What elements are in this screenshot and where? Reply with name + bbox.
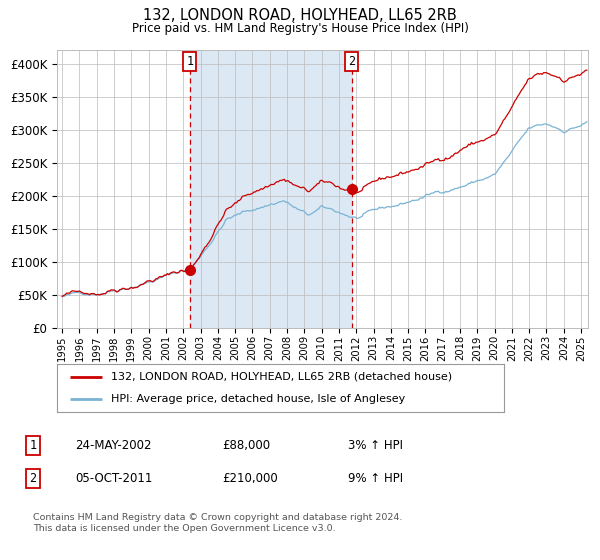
Text: 9% ↑ HPI: 9% ↑ HPI [348,472,403,486]
Text: Price paid vs. HM Land Registry's House Price Index (HPI): Price paid vs. HM Land Registry's House … [131,22,469,35]
Text: 2: 2 [349,54,356,68]
Text: 05-OCT-2011: 05-OCT-2011 [75,472,152,486]
Text: HPI: Average price, detached house, Isle of Anglesey: HPI: Average price, detached house, Isle… [110,394,405,404]
Text: Contains HM Land Registry data © Crown copyright and database right 2024.: Contains HM Land Registry data © Crown c… [33,513,403,522]
Text: 132, LONDON ROAD, HOLYHEAD, LL65 2RB (detached house): 132, LONDON ROAD, HOLYHEAD, LL65 2RB (de… [110,372,452,382]
Text: 132, LONDON ROAD, HOLYHEAD, LL65 2RB: 132, LONDON ROAD, HOLYHEAD, LL65 2RB [143,8,457,24]
Text: 2: 2 [29,472,37,486]
Text: 3% ↑ HPI: 3% ↑ HPI [348,438,403,452]
Bar [190,50,352,328]
Text: This data is licensed under the Open Government Licence v3.0.: This data is licensed under the Open Gov… [33,524,335,533]
Text: £210,000: £210,000 [222,472,278,486]
Text: 24-MAY-2002: 24-MAY-2002 [75,438,151,452]
Text: 1: 1 [29,438,37,452]
Text: £88,000: £88,000 [222,438,270,452]
Text: 1: 1 [187,54,194,68]
